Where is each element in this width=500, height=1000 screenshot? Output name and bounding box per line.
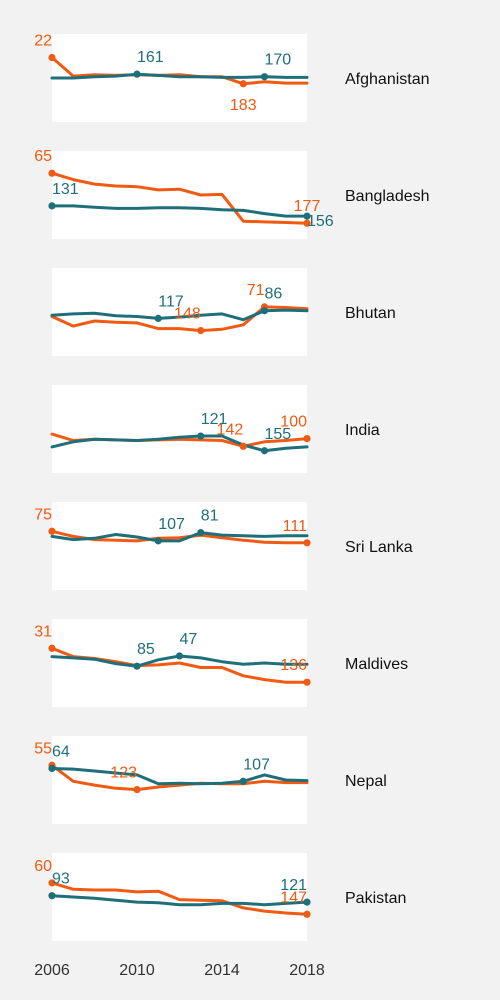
value-label: 155: [265, 426, 292, 443]
orange-data-point: [48, 53, 56, 62]
value-label: 142: [217, 421, 244, 438]
teal-series-line: [50, 531, 309, 543]
value-label: 156: [307, 213, 334, 230]
teal-data-point: [260, 307, 269, 315]
country-label: Pakistan: [345, 890, 406, 907]
value-label: 31: [34, 623, 52, 640]
panel-background: [52, 736, 307, 824]
value-label: 75: [34, 506, 52, 523]
value-label: 60: [34, 858, 52, 875]
teal-series-line: [50, 767, 309, 786]
teal-data-point: [154, 537, 162, 545]
value-label: 147: [280, 889, 307, 906]
teal-data-point: [239, 777, 247, 785]
teal-data-point: [175, 652, 184, 660]
value-label: 93: [52, 871, 70, 888]
country-label: Sri Lanka: [345, 539, 413, 556]
value-label: 131: [52, 181, 79, 198]
panel-sri-lanka: 75 107 81 111 Sri Lanka: [34, 502, 413, 590]
teal-series-line: [50, 204, 309, 218]
orange-series-line: [50, 763, 309, 792]
orange-data-point: [239, 442, 247, 450]
orange-data-point: [197, 326, 205, 335]
value-label: 100: [280, 414, 307, 431]
orange-data-point: [303, 539, 311, 547]
orange-series-line: [50, 171, 309, 225]
panel-afghanistan: 22 161 183 170 Afghanistan: [34, 33, 430, 122]
orange-series-line: [50, 881, 309, 916]
value-label: 81: [201, 508, 219, 525]
orange-data-point: [303, 910, 311, 918]
teal-series-line: [50, 894, 309, 907]
teal-data-point: [260, 447, 269, 455]
teal-data-point: [260, 73, 269, 81]
x-tick-label: 2014: [204, 962, 240, 979]
country-label: India: [345, 422, 380, 439]
value-label: 123: [110, 765, 137, 782]
x-tick-label: 2006: [34, 962, 70, 979]
country-label: Afghanistan: [345, 71, 430, 88]
value-label: 148: [174, 306, 201, 323]
value-label: 170: [265, 52, 292, 69]
panel-nepal: 55 64 123 107 Nepal: [34, 736, 387, 824]
value-label: 107: [243, 756, 270, 773]
value-label: 86: [265, 286, 283, 303]
country-label: Bhutan: [345, 305, 396, 322]
panel-maldives: 31 85 47 136 Maldives: [34, 619, 408, 707]
orange-data-point: [48, 169, 56, 177]
value-label: 47: [180, 631, 198, 648]
panel-background: [52, 385, 307, 473]
panel-background: [52, 151, 307, 239]
country-label: Maldives: [345, 656, 408, 673]
teal-data-point: [133, 662, 141, 670]
teal-data-point: [197, 432, 205, 440]
country-label: Bangladesh: [345, 188, 430, 205]
value-label: 136: [280, 657, 307, 674]
value-label: 22: [34, 33, 52, 50]
value-label: 161: [137, 49, 164, 66]
value-label: 183: [230, 97, 257, 114]
orange-data-point: [48, 527, 56, 535]
value-label: 121: [201, 411, 228, 428]
orange-data-point: [48, 644, 56, 652]
x-tick-label: 2018: [289, 962, 325, 979]
teal-data-point: [154, 314, 162, 322]
orange-data-point: [303, 678, 311, 686]
x-tick-label: 2010: [119, 962, 155, 979]
teal-data-point: [303, 212, 311, 220]
value-label: 111: [283, 518, 307, 535]
teal-data-point: [48, 764, 56, 773]
value-label: 85: [137, 641, 155, 658]
orange-data-point: [303, 435, 311, 443]
teal-data-point: [197, 528, 205, 537]
teal-data-point: [133, 70, 141, 78]
teal-data-point: [48, 892, 56, 900]
value-label: 65: [34, 148, 52, 165]
teal-data-point: [303, 898, 311, 906]
value-label: 107: [158, 516, 185, 533]
orange-series-line: [50, 56, 309, 86]
orange-data-point: [239, 80, 247, 88]
value-label: 117: [158, 293, 184, 310]
value-label: 64: [52, 743, 70, 760]
value-label: 55: [34, 740, 52, 757]
value-label: 121: [280, 877, 307, 894]
orange-data-point: [48, 879, 56, 887]
orange-data-point: [303, 219, 311, 227]
country-label: Nepal: [345, 773, 387, 790]
panel-background: [52, 502, 307, 590]
orange-data-point: [133, 786, 141, 794]
value-label: 71: [247, 282, 265, 299]
value-label: 177: [294, 198, 321, 215]
teal-data-point: [48, 202, 56, 210]
